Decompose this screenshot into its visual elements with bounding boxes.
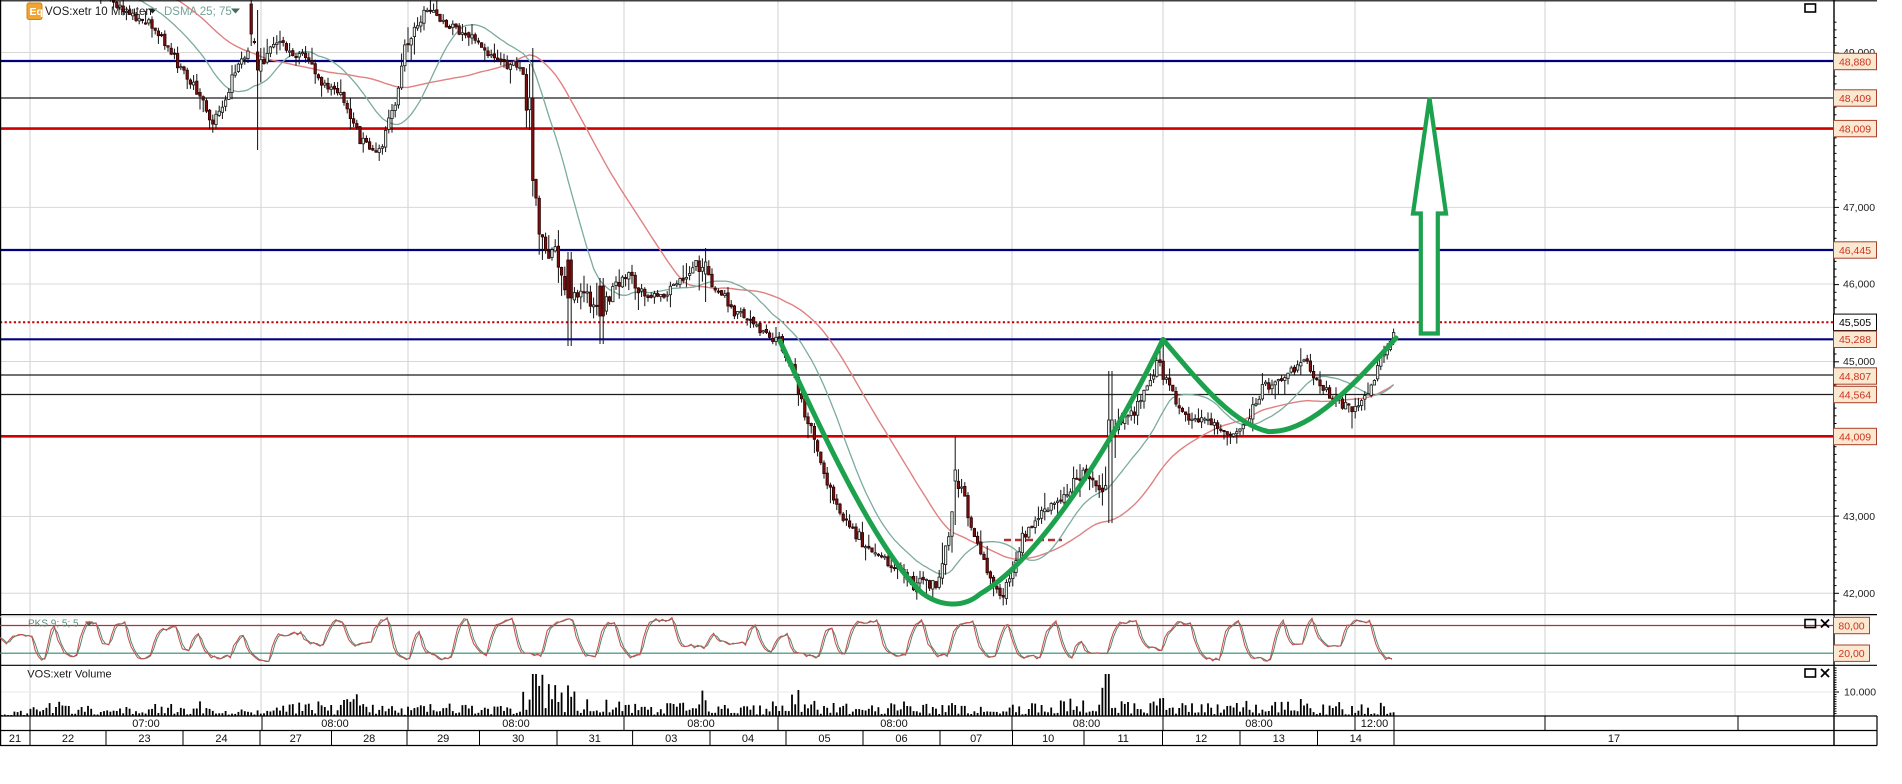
svg-text:10.000: 10.000: [1844, 687, 1876, 699]
svg-text:12:00: 12:00: [1361, 718, 1389, 730]
svg-text:23: 23: [138, 733, 150, 745]
svg-text:31: 31: [589, 733, 601, 745]
svg-text:Eq: Eq: [30, 6, 43, 18]
svg-text:46,445: 46,445: [1839, 245, 1871, 257]
svg-text:46,000: 46,000: [1843, 279, 1875, 291]
svg-text:04: 04: [742, 733, 754, 745]
svg-text:21: 21: [9, 733, 21, 745]
svg-text:44,807: 44,807: [1839, 371, 1871, 383]
svg-text:30: 30: [512, 733, 524, 745]
svg-text:28: 28: [363, 733, 375, 745]
svg-text:43,000: 43,000: [1843, 511, 1875, 523]
svg-text:29: 29: [437, 733, 449, 745]
svg-text:48,409: 48,409: [1839, 93, 1871, 105]
svg-text:45,505: 45,505: [1839, 317, 1871, 329]
svg-text:24: 24: [215, 733, 227, 745]
svg-text:VOS:xetr Volume: VOS:xetr Volume: [27, 669, 111, 681]
svg-text:11: 11: [1117, 733, 1128, 745]
svg-text:03: 03: [665, 733, 677, 745]
svg-text:08:00: 08:00: [880, 718, 908, 730]
svg-text:08:00: 08:00: [687, 718, 715, 730]
svg-text:07: 07: [970, 733, 982, 745]
svg-text:17: 17: [1608, 733, 1620, 745]
svg-text:45,000: 45,000: [1843, 356, 1875, 368]
svg-text:47,000: 47,000: [1843, 202, 1875, 214]
svg-text:80,00: 80,00: [1838, 620, 1864, 632]
svg-text:DSMA 25; 75: DSMA 25; 75: [164, 6, 232, 18]
svg-text:44,564: 44,564: [1839, 389, 1871, 401]
svg-text:08:00: 08:00: [1245, 718, 1273, 730]
svg-text:13: 13: [1273, 733, 1285, 745]
svg-text:08:00: 08:00: [321, 718, 349, 730]
svg-text:48,009: 48,009: [1839, 123, 1871, 135]
svg-text:20,00: 20,00: [1838, 648, 1864, 660]
svg-text:14: 14: [1350, 733, 1362, 745]
svg-text:44,009: 44,009: [1839, 431, 1871, 443]
svg-text:VOS:xetr 10 Minuten: VOS:xetr 10 Minuten: [45, 6, 152, 18]
svg-text:08:00: 08:00: [502, 718, 530, 730]
svg-text:05: 05: [818, 733, 830, 745]
svg-text:45,288: 45,288: [1839, 334, 1871, 346]
svg-text:10: 10: [1042, 733, 1054, 745]
svg-text:22: 22: [62, 733, 74, 745]
svg-text:42,000: 42,000: [1843, 588, 1875, 600]
svg-text:06: 06: [895, 733, 907, 745]
svg-text:PKS 9; 5; 5: PKS 9; 5; 5: [28, 619, 79, 630]
svg-text:08:00: 08:00: [1073, 718, 1101, 730]
svg-text:27: 27: [290, 733, 302, 745]
svg-text:07:00: 07:00: [132, 718, 160, 730]
svg-text:48,880: 48,880: [1839, 56, 1871, 68]
svg-text:12: 12: [1195, 733, 1207, 745]
